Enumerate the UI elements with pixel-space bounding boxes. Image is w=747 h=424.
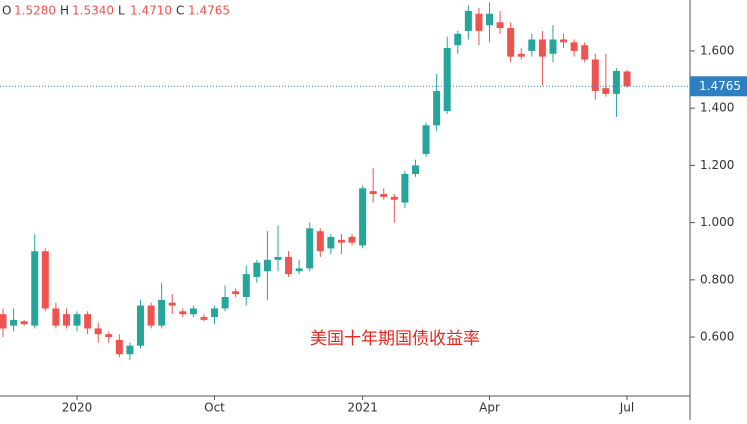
candle-body [475, 13, 483, 31]
candle-body [623, 71, 631, 87]
candle-body [168, 302, 176, 306]
ohlc-value: 1.4765 [188, 4, 230, 18]
ohlc-value: 1.4710 [130, 4, 172, 18]
candle-body [316, 231, 324, 252]
candle-body [369, 191, 377, 194]
y-tick-label: 0.600 [700, 330, 734, 344]
ohlc-key: O [2, 4, 11, 18]
ohlc-value: 1.5340 [72, 4, 114, 18]
candle-body [211, 308, 219, 318]
candle-body [158, 299, 166, 326]
candle-body [327, 236, 335, 249]
candle-body [570, 42, 578, 51]
candle-body [295, 268, 303, 272]
candle-body [221, 297, 229, 309]
last-price-tag [690, 76, 747, 97]
candle-body [253, 262, 261, 277]
ohlc-key: L [118, 4, 125, 18]
candle-body [507, 28, 515, 57]
ohlc-value: 1.5280 [14, 4, 56, 18]
candle-body [390, 196, 398, 200]
candle-body [189, 308, 197, 315]
candle-body [348, 236, 356, 243]
candle-body [422, 125, 430, 154]
candle-body [337, 239, 345, 243]
x-tick-label: 2020 [62, 401, 93, 415]
candle-body [126, 345, 134, 355]
candle-body [105, 334, 113, 338]
candle-body [602, 88, 610, 94]
candle-body [41, 251, 49, 309]
candle-body [242, 274, 250, 297]
x-tick-label: Oct [204, 401, 225, 415]
candle-body [612, 70, 620, 94]
candle-body [581, 45, 589, 60]
ohlc-key: H [60, 4, 69, 18]
candle-body [232, 291, 240, 295]
y-tick-label: 1.000 [700, 215, 734, 229]
candle-body [94, 328, 102, 335]
candle-body [62, 314, 70, 326]
candle-body [486, 13, 494, 26]
y-tick-label: 1.400 [700, 101, 734, 115]
candle-body [411, 165, 419, 174]
candle-body [359, 188, 367, 246]
x-tick-label: 2021 [347, 401, 378, 415]
candle-body [136, 305, 144, 346]
candle-body [443, 48, 451, 112]
candle-body [147, 305, 155, 326]
candle-body [464, 10, 472, 31]
y-tick-label: 1.200 [700, 158, 734, 172]
candle-body [591, 59, 599, 91]
candle-body [20, 321, 28, 325]
candle-body [10, 319, 18, 326]
candle-body [73, 314, 81, 326]
candle-body [0, 314, 7, 329]
last-price-label: 1.4765 [699, 79, 741, 93]
candle-body [380, 193, 388, 197]
candle-body [517, 53, 525, 57]
y-tick-label: 0.800 [700, 272, 734, 286]
candle-body [401, 173, 409, 203]
annotation: 美国十年期国债收益率 [310, 329, 480, 349]
candle-body [528, 39, 536, 51]
candle-body [31, 251, 39, 326]
candle-body [496, 22, 504, 29]
x-tick-label: Jul [619, 401, 634, 415]
candle-body [285, 256, 293, 275]
candle-body [433, 90, 441, 126]
x-tick-label: Apr [479, 401, 500, 415]
candle-body [274, 256, 282, 260]
candle-body [200, 317, 208, 320]
candle-body [84, 314, 92, 329]
candle-body [52, 308, 60, 326]
candle-body [179, 311, 187, 315]
candle-body [306, 228, 314, 269]
candle-body [115, 339, 123, 355]
ohlc-key: C [176, 4, 184, 18]
candle-body [263, 259, 271, 272]
candle-body [538, 39, 546, 57]
candle-body [454, 33, 462, 46]
candle-body [549, 39, 557, 54]
y-tick-label: 1.600 [700, 43, 734, 57]
candle-body [560, 39, 568, 43]
